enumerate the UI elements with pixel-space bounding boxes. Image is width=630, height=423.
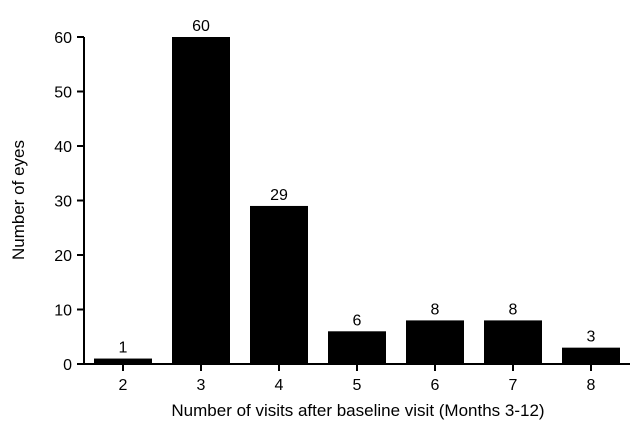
x-tick-label: 8 (587, 377, 596, 394)
x-tick-label: 2 (119, 377, 128, 394)
bar (562, 347, 620, 364)
bar-value-label: 1 (119, 340, 128, 357)
bar-value-label: 8 (509, 301, 518, 318)
x-axis-title: Number of visits after baseline visit (M… (171, 401, 544, 420)
bar (250, 205, 308, 364)
plot-area: 0 10 20 30 40 50 60 2 1 3 60 4 29 5 6 6 8 7 8 8 3 (54, 18, 630, 394)
x-tick-label: 6 (431, 377, 440, 394)
x-tick-label: 7 (509, 377, 518, 394)
bar-value-label: 60 (192, 18, 210, 35)
y-axis-title: Number of eyes (9, 140, 28, 260)
y-tick-label: 0 (63, 357, 72, 374)
y-tick-label: 30 (54, 194, 72, 211)
y-tick-label: 60 (54, 30, 72, 47)
bar (484, 320, 542, 364)
bar-value-label: 3 (587, 329, 596, 346)
y-tick-label: 20 (54, 248, 72, 265)
x-tick-label: 5 (353, 377, 362, 394)
bar (328, 331, 386, 364)
x-tick-label: 4 (275, 377, 284, 394)
bar (94, 358, 152, 364)
y-tick-label: 10 (54, 303, 72, 320)
bar (172, 37, 230, 364)
bar (406, 320, 464, 364)
y-tick-label: 50 (54, 85, 72, 102)
y-tick-label: 40 (54, 139, 72, 156)
bar-value-label: 8 (431, 301, 440, 318)
bar-value-label: 6 (353, 312, 362, 329)
bar-value-label: 29 (270, 187, 288, 204)
x-tick-label: 3 (197, 377, 206, 394)
